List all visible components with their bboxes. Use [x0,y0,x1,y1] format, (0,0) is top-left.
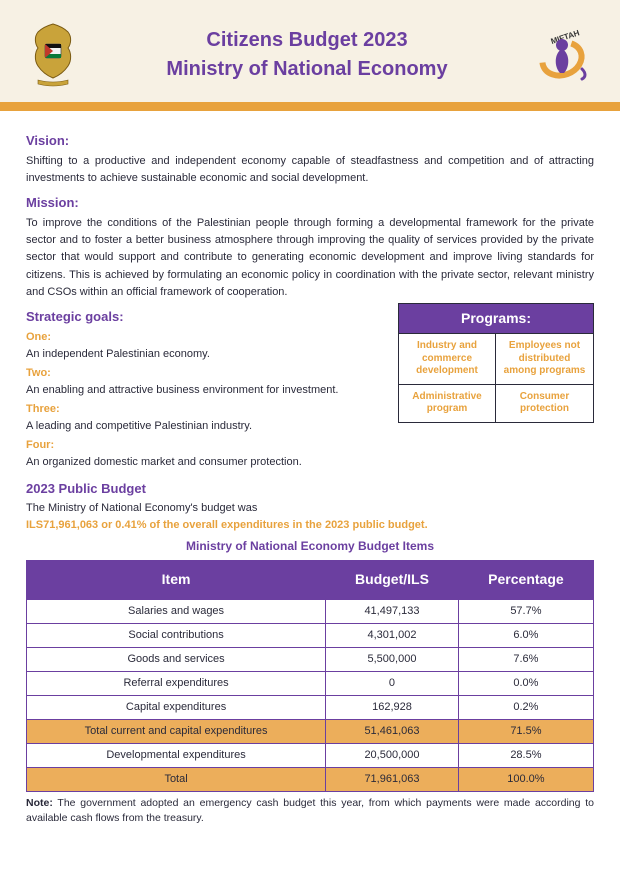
goal-label: Three: [26,401,386,418]
cell-percent: 0.2% [458,695,593,719]
goal-text: A leading and competitive Palestinian in… [26,418,386,435]
goal-text: An organized domestic market and consume… [26,454,386,471]
cell-percent: 0.0% [458,671,593,695]
table-row: Referral expenditures00.0% [27,671,594,695]
footnote: Note: The government adopted an emergenc… [26,796,594,825]
cell-percent: 6.0% [458,623,593,647]
goal-text: An independent Palestinian economy. [26,346,386,363]
program-cell: Consumer protection [496,384,593,422]
table-row: Total71,961,063100.0% [27,767,594,791]
table-row: Salaries and wages41,497,13357.7% [27,599,594,623]
program-cell: Administrative program [399,384,496,422]
col-item: Item [27,560,326,599]
goal-label: Two: [26,365,386,382]
note-label: Note: [26,797,53,809]
table-row: Goods and services5,500,0007.6% [27,647,594,671]
table-header-row: Item Budget/ILS Percentage [27,560,594,599]
cell-budget: 51,461,063 [326,719,459,743]
table-row: Total current and capital expenditures51… [27,719,594,743]
cell-budget: 4,301,002 [326,623,459,647]
content-body: Vision: Shifting to a productive and ind… [0,111,620,835]
header-banner: Citizens Budget 2023 Ministry of Nationa… [0,0,620,102]
goals-heading: Strategic goals: [26,307,386,327]
cell-percent: 57.7% [458,599,593,623]
mission-text: To improve the conditions of the Palesti… [26,215,594,300]
title-line-2: Ministry of National Economy [82,58,532,81]
cell-budget: 162,928 [326,695,459,719]
header-title: Citizens Budget 2023 Ministry of Nationa… [82,29,532,81]
cell-percent: 7.6% [458,647,593,671]
cell-item: Total [27,767,326,791]
miftah-logo-icon: MIFTAH [532,23,596,87]
col-budget: Budget/ILS [326,560,459,599]
vision-text: Shifting to a productive and independent… [26,153,594,187]
state-emblem-icon [24,22,82,88]
strategic-goals: Strategic goals: One: An independent Pal… [26,301,386,474]
program-cell: Industry and commerce development [399,333,496,384]
cell-item: Salaries and wages [27,599,326,623]
budget-table: Item Budget/ILS Percentage Salaries and … [26,560,594,792]
divider-bar [0,102,620,111]
budget-subline-2: ILS71,961,063 or 0.41% of the overall ex… [26,517,594,534]
table-row: Social contributions4,301,0026.0% [27,623,594,647]
cell-item: Social contributions [27,623,326,647]
budget-subline-1: The Ministry of National Economy's budge… [26,500,594,517]
goal-label: Four: [26,437,386,454]
vision-heading: Vision: [26,131,594,151]
cell-budget: 5,500,000 [326,647,459,671]
budget-heading: 2023 Public Budget [26,479,594,499]
cell-item: Goods and services [27,647,326,671]
mission-heading: Mission: [26,193,594,213]
program-cell: Employees not distributed among programs [496,333,593,384]
col-percent: Percentage [458,560,593,599]
cell-budget: 20,500,000 [326,743,459,767]
cell-budget: 71,961,063 [326,767,459,791]
cell-percent: 71.5% [458,719,593,743]
cell-item: Referral expenditures [27,671,326,695]
budget-table-title: Ministry of National Economy Budget Item… [26,537,594,556]
programs-box: Programs: Industry and commerce developm… [398,303,594,423]
cell-percent: 100.0% [458,767,593,791]
cell-percent: 28.5% [458,743,593,767]
cell-budget: 41,497,133 [326,599,459,623]
cell-item: Total current and capital expenditures [27,719,326,743]
goal-text: An enabling and attractive business envi… [26,382,386,399]
cell-item: Capital expenditures [27,695,326,719]
note-text: The government adopted an emergency cash… [26,797,594,824]
goal-label: One: [26,329,386,346]
table-row: Developmental expenditures20,500,00028.5… [27,743,594,767]
cell-item: Developmental expenditures [27,743,326,767]
table-row: Capital expenditures162,9280.2% [27,695,594,719]
title-line-1: Citizens Budget 2023 [82,29,532,52]
cell-budget: 0 [326,671,459,695]
programs-heading: Programs: [399,304,593,334]
